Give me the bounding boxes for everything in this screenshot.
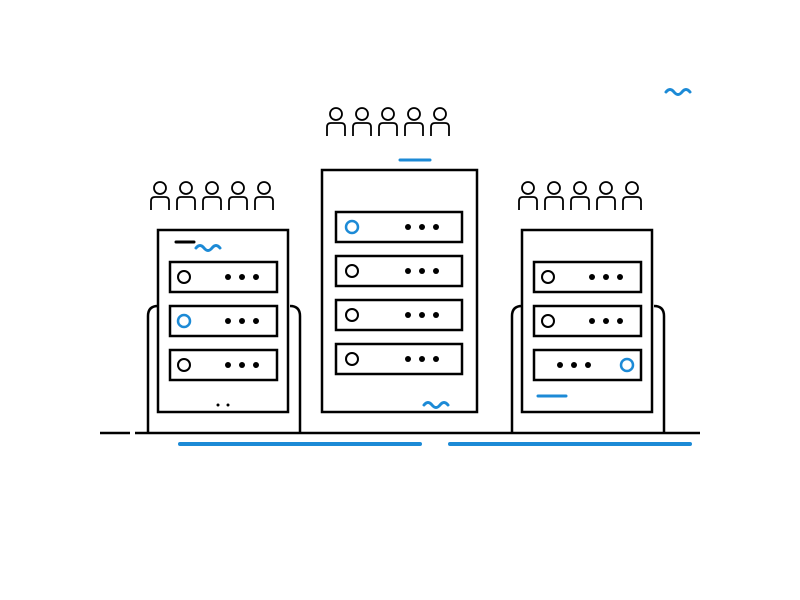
drive-dot-icon: [419, 268, 425, 274]
rack-leg-left: [148, 306, 158, 433]
drive-dot-icon: [419, 356, 425, 362]
rack-leg-right: [290, 306, 300, 433]
infographic-stage: [0, 0, 800, 600]
person-head-icon: [408, 108, 420, 120]
person-head-icon: [434, 108, 446, 120]
rack-center: [322, 170, 477, 412]
tiny-dot: [217, 404, 220, 407]
person-head-icon: [356, 108, 368, 120]
person-head-icon: [206, 182, 218, 194]
drive-dot-icon: [617, 318, 623, 324]
drive-dot-icon: [433, 268, 439, 274]
drive-dot-icon: [617, 274, 623, 280]
drive-dot-icon: [239, 318, 245, 324]
diagram-svg: [0, 0, 800, 600]
drive-dot-icon: [585, 362, 591, 368]
person-head-icon: [232, 182, 244, 194]
drive-dot-icon: [603, 274, 609, 280]
person-body-icon: [151, 197, 169, 210]
drive-dot-icon: [405, 224, 411, 230]
drive-dot-icon: [433, 312, 439, 318]
person-body-icon: [545, 197, 563, 210]
drive-dot-icon: [253, 318, 259, 324]
person-body-icon: [353, 123, 371, 136]
person-body-icon: [623, 197, 641, 210]
person-body-icon: [571, 197, 589, 210]
person-head-icon: [574, 182, 586, 194]
person-head-icon: [330, 108, 342, 120]
drive-dot-icon: [253, 362, 259, 368]
drive-dot-icon: [433, 356, 439, 362]
person-head-icon: [626, 182, 638, 194]
person-body-icon: [405, 123, 423, 136]
person-head-icon: [600, 182, 612, 194]
person-head-icon: [258, 182, 270, 194]
drive-dot-icon: [433, 224, 439, 230]
person-body-icon: [431, 123, 449, 136]
tiny-dot: [227, 404, 230, 407]
person-head-icon: [154, 182, 166, 194]
drive-dot-icon: [405, 356, 411, 362]
person-body-icon: [519, 197, 537, 210]
drive-dot-icon: [603, 318, 609, 324]
person-body-icon: [177, 197, 195, 210]
drive-dot-icon: [419, 224, 425, 230]
drive-dot-icon: [589, 318, 595, 324]
drive-dot-icon: [239, 274, 245, 280]
person-body-icon: [229, 197, 247, 210]
person-head-icon: [180, 182, 192, 194]
drive-dot-icon: [225, 318, 231, 324]
person-body-icon: [597, 197, 615, 210]
person-head-icon: [382, 108, 394, 120]
drive-dot-icon: [225, 274, 231, 280]
rack-leg-right: [654, 306, 664, 433]
person-head-icon: [548, 182, 560, 194]
drive-dot-icon: [571, 362, 577, 368]
rack-leg-left: [512, 306, 522, 433]
person-body-icon: [255, 197, 273, 210]
person-head-icon: [522, 182, 534, 194]
drive-dot-icon: [225, 362, 231, 368]
person-body-icon: [379, 123, 397, 136]
drive-dot-icon: [557, 362, 563, 368]
drive-dot-icon: [239, 362, 245, 368]
drive-dot-icon: [419, 312, 425, 318]
person-body-icon: [327, 123, 345, 136]
person-body-icon: [203, 197, 221, 210]
drive-dot-icon: [253, 274, 259, 280]
wavy-accent: [666, 90, 690, 95]
drive-dot-icon: [589, 274, 595, 280]
drive-dot-icon: [405, 312, 411, 318]
drive-dot-icon: [405, 268, 411, 274]
